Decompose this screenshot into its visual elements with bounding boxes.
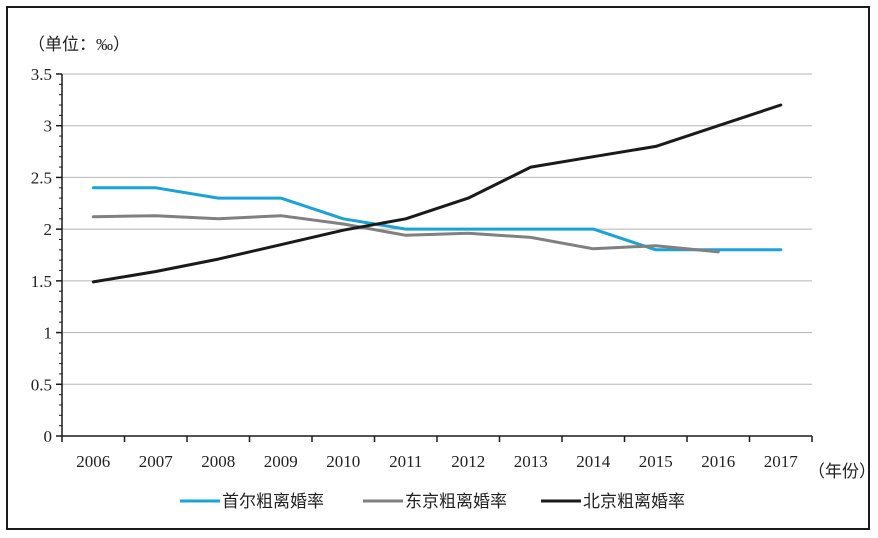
legend: 首尔粗离婚率 东京粗离婚率 北京粗离婚率 [180, 492, 685, 512]
y-tick-label: 1.5 [31, 272, 52, 291]
x-tick-label: 2016 [701, 452, 735, 471]
y-tick-label: 2 [44, 220, 53, 239]
y-tick-label: 3.5 [31, 65, 52, 84]
legend-label-1: 首尔粗离婚率 [222, 492, 324, 512]
series-lines [91, 103, 783, 284]
x-tick-label: 2014 [576, 452, 611, 471]
x-tick-label: 2007 [139, 452, 174, 471]
x-tick-label: 2013 [514, 452, 548, 471]
gridlines [62, 73, 812, 385]
y-tick-label: 2.5 [31, 168, 52, 187]
x-tick-label: 2008 [201, 452, 235, 471]
y-tick-label: 0 [44, 427, 53, 446]
legend-label-3: 北京粗离婚率 [583, 492, 685, 512]
x-tick-label: 2012 [451, 452, 485, 471]
line-chart: 0 0.5 1 1.5 2 2.5 3 3.5 2006 2007 2008 2009 2010 2011… [31, 65, 813, 512]
y-axis-unit-label: （单位：‰） [28, 35, 130, 54]
series-line-1 [91, 186, 783, 252]
legend-label-2: 东京粗离婚率 [405, 492, 507, 512]
x-tick-label: 2011 [389, 452, 422, 471]
x-axis-unit-label: （年份） [808, 462, 876, 481]
series-line-3 [91, 103, 783, 284]
chart-frame: （单位：‰） （年份） 0 0.5 1 1.5 2 2.5 3 3.5 2006 2007 2008… [6, 6, 876, 530]
axes: 0 0.5 1 1.5 2 2.5 3 3.5 2006 2007 2008 2009 2010 2011… [31, 65, 813, 471]
y-tick-label: 0.5 [31, 375, 52, 394]
x-tick-label: 2006 [76, 452, 110, 471]
series-line-2 [91, 214, 720, 254]
x-tick-label: 2009 [264, 452, 298, 471]
y-tick-label: 3 [44, 117, 53, 136]
x-tick-label: 2017 [764, 452, 799, 471]
x-tick-label: 2010 [326, 452, 360, 471]
x-tick-label: 2015 [639, 452, 673, 471]
y-tick-label: 1 [44, 324, 53, 343]
